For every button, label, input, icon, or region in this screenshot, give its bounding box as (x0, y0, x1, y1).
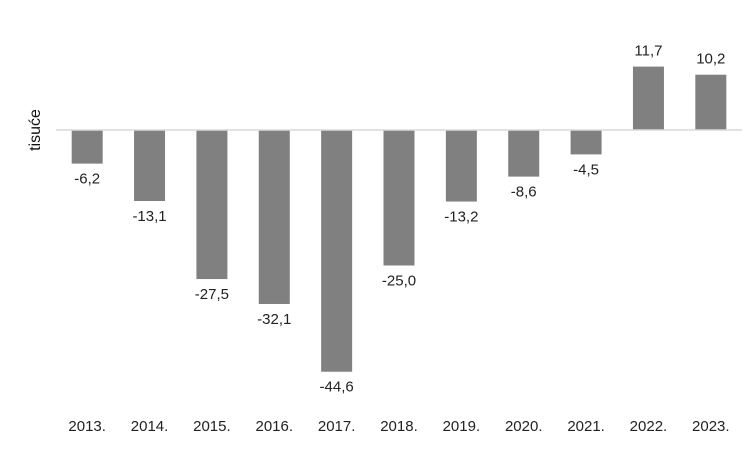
x-tick-label: 2022. (630, 418, 668, 435)
bar-2018 (383, 130, 415, 266)
x-tick-label: 2021. (567, 418, 605, 435)
bar-2013 (71, 130, 103, 164)
data-label: -13,2 (444, 209, 478, 226)
bar-2022 (632, 66, 664, 130)
data-label: 11,7 (634, 43, 662, 60)
data-label: -13,1 (132, 208, 166, 225)
bar-2023 (695, 74, 727, 130)
x-tick-label: 2016. (255, 418, 293, 435)
x-tick-label: 2014. (131, 418, 169, 435)
y-axis-label: tisuće (27, 109, 44, 151)
data-label: 10,2 (696, 51, 725, 68)
bar-2019 (445, 130, 477, 202)
bar-2015 (196, 130, 228, 280)
data-label: -4,5 (573, 161, 599, 178)
data-label: -25,0 (382, 273, 416, 290)
data-label: -8,6 (511, 184, 537, 201)
x-tick-label: 2015. (193, 418, 231, 435)
x-tick-label: 2018. (380, 418, 418, 435)
x-tick-label: 2023. (692, 418, 730, 435)
bar-2020 (508, 130, 540, 177)
data-label: -6,2 (74, 171, 100, 188)
data-label: -27,5 (195, 286, 229, 303)
bar-2017 (321, 130, 353, 372)
data-label: -44,6 (320, 379, 354, 396)
x-tick-label: 2017. (318, 418, 356, 435)
data-labels: -6,2 -13,1 -27,5 -32,1 -44,6 -25,0 -13,2 -8,6 -4… (74, 43, 725, 396)
x-tick-label: 2013. (68, 418, 106, 435)
bar-2021 (570, 130, 602, 155)
data-label: -32,1 (257, 311, 291, 328)
x-tick-label: 2020. (505, 418, 543, 435)
bar-2014 (134, 130, 166, 202)
x-tick-labels: 2013. 2014. 2015. 2016. 2017. 2018. 2019. 2020.… (68, 418, 729, 435)
bars (71, 66, 727, 372)
x-tick-label: 2019. (443, 418, 481, 435)
bar-2016 (258, 130, 290, 304)
